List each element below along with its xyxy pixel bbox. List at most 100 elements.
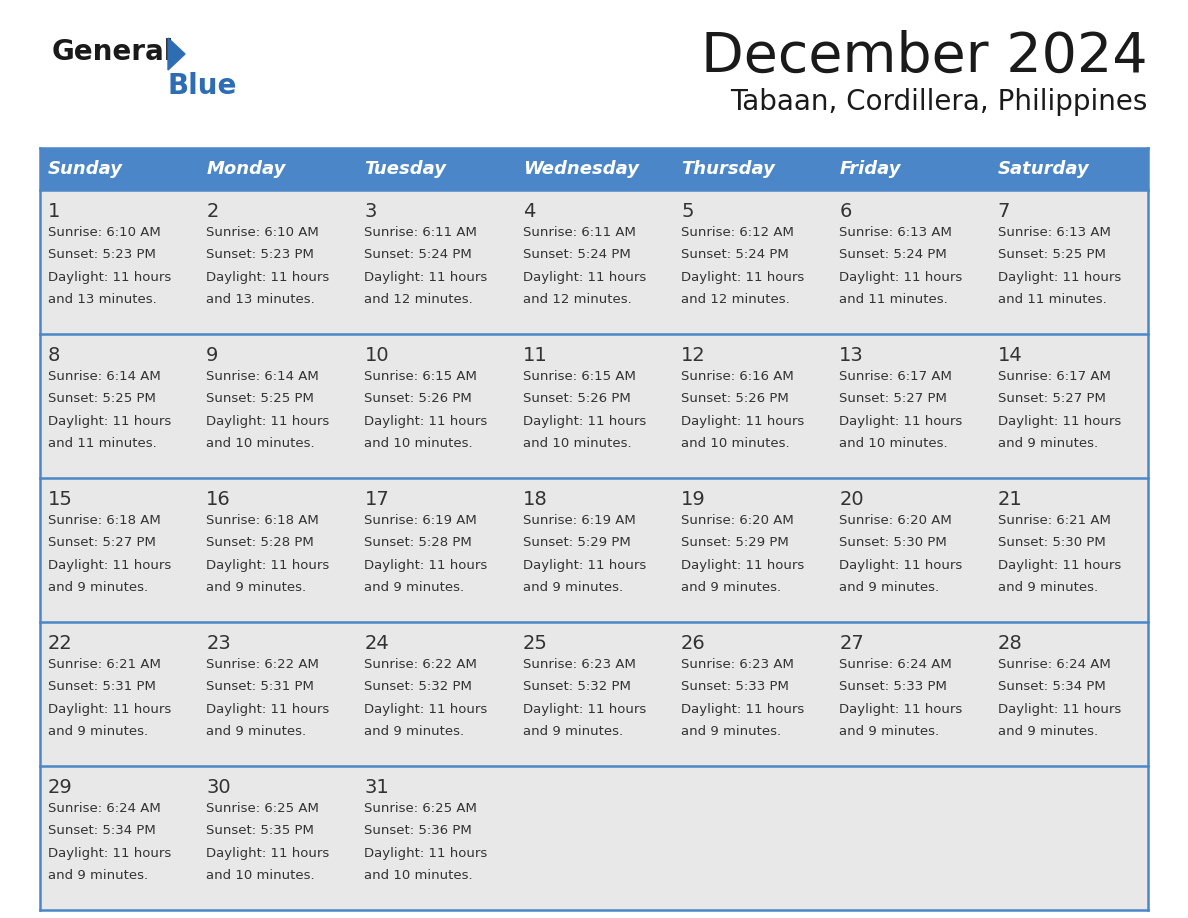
Text: 2: 2	[207, 202, 219, 220]
Text: Sunset: 5:31 PM: Sunset: 5:31 PM	[207, 680, 314, 693]
Bar	[674, 190, 832, 334]
Text: 26: 26	[681, 633, 706, 653]
Text: and 9 minutes.: and 9 minutes.	[48, 869, 148, 882]
Text: Daylight: 11 hours: Daylight: 11 hours	[207, 846, 329, 859]
Text: 27: 27	[840, 633, 864, 653]
Text: Daylight: 11 hours: Daylight: 11 hours	[523, 559, 646, 572]
Text: and 10 minutes.: and 10 minutes.	[365, 437, 473, 450]
Bar	[356, 334, 514, 478]
Text: 5: 5	[681, 202, 694, 220]
Text: Sunset: 5:32 PM: Sunset: 5:32 PM	[523, 680, 631, 693]
Text: 14: 14	[998, 345, 1023, 364]
Text: and 13 minutes.: and 13 minutes.	[48, 293, 157, 306]
Text: Sunrise: 6:16 AM: Sunrise: 6:16 AM	[681, 370, 794, 383]
Text: Daylight: 11 hours: Daylight: 11 hours	[998, 559, 1121, 572]
Text: Daylight: 11 hours: Daylight: 11 hours	[681, 271, 804, 284]
Text: 30: 30	[207, 778, 230, 797]
Text: 13: 13	[840, 345, 864, 364]
Text: Sunset: 5:29 PM: Sunset: 5:29 PM	[523, 536, 631, 549]
Text: and 9 minutes.: and 9 minutes.	[365, 725, 465, 738]
Text: Sunset: 5:25 PM: Sunset: 5:25 PM	[207, 392, 314, 406]
Text: Sunset: 5:25 PM: Sunset: 5:25 PM	[998, 249, 1106, 262]
Text: Daylight: 11 hours: Daylight: 11 hours	[365, 271, 488, 284]
Text: 15: 15	[48, 489, 72, 509]
Text: Sunrise: 6:20 AM: Sunrise: 6:20 AM	[681, 514, 794, 527]
Text: Sunrise: 6:19 AM: Sunrise: 6:19 AM	[365, 514, 478, 527]
Text: December 2024: December 2024	[701, 30, 1148, 84]
Text: Sunset: 5:33 PM: Sunset: 5:33 PM	[840, 680, 947, 693]
Text: Daylight: 11 hours: Daylight: 11 hours	[840, 415, 962, 428]
Text: Sunset: 5:24 PM: Sunset: 5:24 PM	[681, 249, 789, 262]
Text: Wednesday: Wednesday	[523, 160, 639, 178]
Bar	[40, 766, 198, 910]
Bar	[674, 622, 832, 766]
Bar	[198, 190, 356, 334]
Text: Sunrise: 6:10 AM: Sunrise: 6:10 AM	[48, 226, 160, 239]
Text: Sunset: 5:28 PM: Sunset: 5:28 PM	[365, 536, 473, 549]
Text: and 9 minutes.: and 9 minutes.	[840, 581, 940, 594]
Bar	[198, 478, 356, 622]
Bar	[674, 478, 832, 622]
Text: Daylight: 11 hours: Daylight: 11 hours	[48, 271, 171, 284]
Text: Sunset: 5:34 PM: Sunset: 5:34 PM	[998, 680, 1105, 693]
Bar	[990, 622, 1148, 766]
Text: Thursday: Thursday	[681, 160, 775, 178]
Text: Sunrise: 6:22 AM: Sunrise: 6:22 AM	[207, 658, 320, 671]
Text: Friday: Friday	[840, 160, 901, 178]
Text: Daylight: 11 hours: Daylight: 11 hours	[48, 846, 171, 859]
Text: Daylight: 11 hours: Daylight: 11 hours	[840, 271, 962, 284]
Text: Daylight: 11 hours: Daylight: 11 hours	[998, 271, 1121, 284]
Text: 7: 7	[998, 202, 1010, 220]
Text: Tuesday: Tuesday	[365, 160, 447, 178]
Text: Tabaan, Cordillera, Philippines: Tabaan, Cordillera, Philippines	[731, 88, 1148, 116]
Text: Sunset: 5:30 PM: Sunset: 5:30 PM	[840, 536, 947, 549]
Bar	[990, 334, 1148, 478]
Text: Daylight: 11 hours: Daylight: 11 hours	[365, 415, 488, 428]
Text: Sunset: 5:26 PM: Sunset: 5:26 PM	[681, 392, 789, 406]
Bar	[40, 190, 198, 334]
Text: 20: 20	[840, 489, 864, 509]
Text: and 10 minutes.: and 10 minutes.	[207, 869, 315, 882]
Text: and 9 minutes.: and 9 minutes.	[48, 725, 148, 738]
Text: Sunrise: 6:20 AM: Sunrise: 6:20 AM	[840, 514, 952, 527]
Text: Daylight: 11 hours: Daylight: 11 hours	[207, 559, 329, 572]
Text: Sunset: 5:27 PM: Sunset: 5:27 PM	[840, 392, 947, 406]
Text: Sunset: 5:30 PM: Sunset: 5:30 PM	[998, 536, 1105, 549]
Text: Sunrise: 6:21 AM: Sunrise: 6:21 AM	[48, 658, 160, 671]
Bar	[198, 334, 356, 478]
Text: Blue: Blue	[168, 72, 238, 100]
Text: and 12 minutes.: and 12 minutes.	[681, 293, 790, 306]
Bar	[40, 622, 198, 766]
Text: Saturday: Saturday	[998, 160, 1089, 178]
Text: Sunset: 5:32 PM: Sunset: 5:32 PM	[365, 680, 473, 693]
Text: Sunrise: 6:25 AM: Sunrise: 6:25 AM	[365, 802, 478, 815]
Bar	[356, 622, 514, 766]
Text: and 10 minutes.: and 10 minutes.	[207, 437, 315, 450]
Bar	[514, 334, 674, 478]
Text: Sunset: 5:28 PM: Sunset: 5:28 PM	[207, 536, 314, 549]
Bar	[674, 766, 832, 910]
Text: Sunrise: 6:12 AM: Sunrise: 6:12 AM	[681, 226, 794, 239]
Text: Sunset: 5:31 PM: Sunset: 5:31 PM	[48, 680, 156, 693]
Text: Sunrise: 6:24 AM: Sunrise: 6:24 AM	[840, 658, 952, 671]
Text: Sunset: 5:26 PM: Sunset: 5:26 PM	[523, 392, 631, 406]
Text: Sunrise: 6:18 AM: Sunrise: 6:18 AM	[207, 514, 318, 527]
Text: Daylight: 11 hours: Daylight: 11 hours	[207, 702, 329, 716]
Bar	[832, 478, 990, 622]
Text: 31: 31	[365, 778, 390, 797]
Text: 29: 29	[48, 778, 72, 797]
Text: 10: 10	[365, 345, 390, 364]
Text: General: General	[52, 38, 175, 66]
Text: Sunrise: 6:15 AM: Sunrise: 6:15 AM	[523, 370, 636, 383]
Text: 18: 18	[523, 489, 548, 509]
Text: and 9 minutes.: and 9 minutes.	[207, 581, 307, 594]
Text: Sunrise: 6:13 AM: Sunrise: 6:13 AM	[840, 226, 953, 239]
Text: Daylight: 11 hours: Daylight: 11 hours	[207, 271, 329, 284]
Text: Daylight: 11 hours: Daylight: 11 hours	[998, 702, 1121, 716]
Bar	[674, 334, 832, 478]
Text: Sunrise: 6:18 AM: Sunrise: 6:18 AM	[48, 514, 160, 527]
Text: 3: 3	[365, 202, 377, 220]
Text: 17: 17	[365, 489, 390, 509]
Text: Sunrise: 6:14 AM: Sunrise: 6:14 AM	[207, 370, 318, 383]
Text: Sunset: 5:25 PM: Sunset: 5:25 PM	[48, 392, 156, 406]
